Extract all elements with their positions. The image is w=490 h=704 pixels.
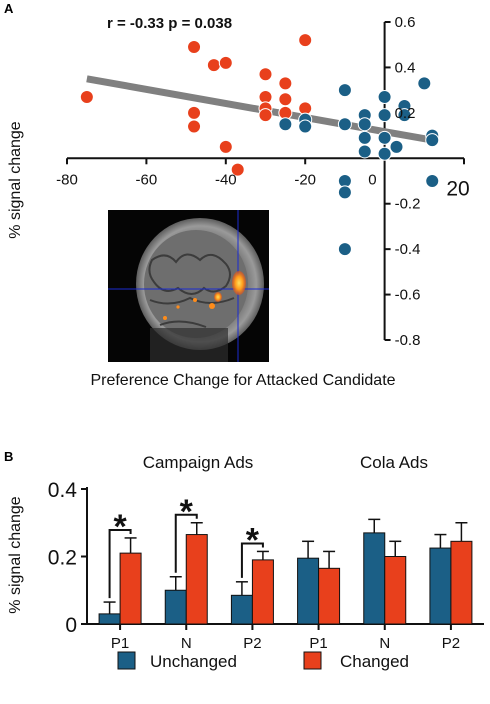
significance-star-1: *: [180, 493, 194, 531]
bar-y-tick-label-1: 0.2: [48, 547, 77, 570]
bar-category-label-0: P1: [111, 635, 129, 652]
scatter-x-tick-label-0: -80: [56, 171, 78, 188]
bar-tick-labels: 0.4 0.2 0 P1 N P2 P1 N P2: [48, 479, 460, 652]
scatter-point-s1-13: [377, 108, 392, 123]
scatter-origin-label: 0: [368, 171, 376, 188]
bar-changed-2: [251, 559, 274, 625]
bar-changed-3: [318, 567, 341, 625]
legend-label-unchanged: Unchanged: [150, 652, 237, 671]
scatter-point-s1-22: [425, 174, 440, 188]
scatter-y-axis-title: % signal change: [7, 121, 24, 239]
significance-bracket-1: [174, 513, 198, 573]
scatter-point-s1-6: [337, 185, 352, 200]
scatter-x-tick-label-1: -60: [136, 171, 158, 188]
scatter-y-tick-label-4: -0.4: [395, 241, 421, 258]
scatter-y-tick-label-6: -0.8: [395, 332, 421, 349]
scatter-x-tick-label-3: -20: [294, 171, 316, 188]
scatter-point-s0-5: [218, 55, 233, 70]
scatter-point-s0-0: [79, 89, 94, 104]
scatter-y-tick-label-0: 0.6: [395, 14, 416, 31]
scatter-point-s1-0: [278, 117, 293, 132]
legend: Unchanged Changed: [117, 651, 409, 671]
bar-category-label-2: P2: [243, 635, 261, 652]
scatter-axes: [66, 21, 465, 341]
scatter-point-s1-7: [337, 242, 352, 257]
bar-category-label-4: N: [379, 635, 390, 652]
significance-bracket-2: [240, 542, 264, 578]
scatter-point-s1-10: [357, 130, 372, 145]
scatter-points: [79, 33, 440, 257]
bar-marks: * * *: [98, 493, 473, 625]
scatter-y-tick-label-2: 0.2: [395, 105, 416, 122]
legend-label-changed: Changed: [340, 652, 409, 671]
scatter-point-s0-11: [258, 108, 273, 123]
bar-y-axis-title: % signal change: [7, 496, 24, 614]
scatter-y-tick-label-5: -0.6: [395, 287, 421, 304]
scatter-point-s0-12: [278, 76, 293, 91]
bar-unchanged-3: [297, 557, 320, 625]
brain-inset: [108, 210, 269, 362]
panel-b-label: B: [4, 449, 13, 464]
bar-changed-0: [119, 552, 142, 625]
bar-unchanged-0: [98, 613, 121, 625]
legend-swatch-unchanged: [117, 651, 136, 670]
scatter-point-s1-11: [357, 144, 372, 159]
group-label-cola: Cola Ads: [360, 453, 428, 472]
bar-y-tick-label-2: 0: [65, 614, 77, 637]
scatter-point-s1-14: [377, 130, 392, 145]
group-label-campaign: Campaign Ads: [143, 453, 254, 472]
scatter-point-s1-21: [425, 133, 440, 148]
scatter-point-s0-8: [258, 67, 273, 82]
scatter-point-s1-2: [298, 119, 313, 134]
bar-category-label-5: P2: [442, 635, 460, 652]
bar-unchanged-5: [429, 547, 452, 625]
scatter-point-s0-6: [218, 139, 233, 154]
significance-star-0: *: [113, 508, 127, 546]
significance-star-2: *: [246, 521, 260, 559]
scatter-point-s1-9: [357, 117, 372, 132]
scatter-point-s0-4: [206, 58, 221, 73]
scatter-x-tick-label-4: 20: [446, 177, 469, 200]
scatter-x-axis-title: Preference Change for Attacked Candidate: [90, 372, 395, 389]
bar-unchanged-2: [230, 594, 253, 625]
bar-changed-4: [384, 556, 407, 625]
bar-y-tick-label-0: 0.4: [48, 479, 78, 502]
scatter-tick-labels: -80 -60 -40 -20 20 0.6 0.4 0.2 -0.2 -0.4 -0.6 -0.8 0: [56, 14, 470, 349]
scatter-x-tick-label-2: -40: [215, 171, 237, 188]
scatter-point-s1-15: [377, 146, 392, 161]
scatter-point-s1-16: [389, 139, 404, 154]
scatter-point-s1-19: [417, 76, 432, 91]
bar-axes: [81, 487, 484, 630]
scatter-point-s1-3: [337, 83, 352, 98]
scatter-point-s0-13: [278, 92, 293, 107]
scatter-point-s0-2: [187, 105, 202, 120]
bar-category-label-1: N: [181, 635, 192, 652]
scatter-point-s1-4: [337, 117, 352, 132]
correlation-annotation: r = -0.33 p = 0.038: [107, 15, 232, 32]
scatter-y-tick-label-3: -0.2: [395, 196, 421, 213]
bar-changed-1: [185, 534, 208, 625]
panel-a-label: A: [4, 1, 14, 16]
scatter-point-s0-1: [187, 39, 202, 54]
scatter-point-s0-15: [298, 33, 313, 48]
scatter-y-tick-label-1: 0.4: [395, 59, 416, 76]
significance-bracket-0: [108, 528, 132, 599]
bar-category-label-3: P1: [309, 635, 327, 652]
bar-unchanged-4: [363, 532, 386, 625]
legend-swatch-changed: [303, 651, 322, 670]
scatter-point-s1-18: [397, 108, 412, 123]
bar-changed-5: [450, 540, 473, 625]
scatter-point-s0-3: [187, 119, 202, 134]
scatter-point-s0-7: [230, 162, 245, 177]
bar-unchanged-1: [164, 589, 187, 625]
scatter-point-s1-12: [377, 89, 392, 104]
